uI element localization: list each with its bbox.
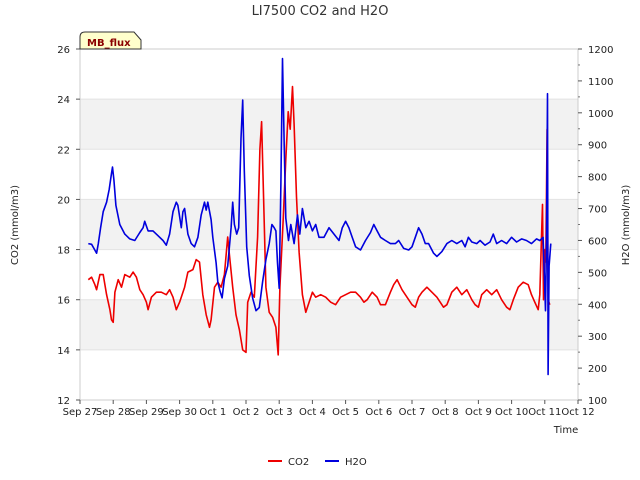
y-right-tick-label: 400: [588, 300, 607, 311]
x-tick-label: Oct 9: [465, 407, 492, 418]
y-left-tick-label: 26: [57, 45, 70, 56]
site-label-background: [79, 31, 142, 50]
y-left-axis-ticks: 12 14 16 18 20 22 24 26: [57, 45, 80, 407]
y-right-tick-label: 900: [588, 141, 607, 152]
x-tick-label: Oct 3: [266, 407, 293, 418]
site-label-box: MB_flux: [79, 31, 142, 50]
legend: CO2 H2O: [268, 457, 367, 468]
y-right-tick-label: 1200: [588, 45, 613, 56]
y-left-tick-label: 12: [57, 396, 70, 407]
background-band: [80, 299, 578, 350]
x-tick-label: Oct 2: [233, 407, 260, 418]
y-right-tick-label: 1000: [588, 109, 613, 120]
background-bands: [80, 99, 578, 350]
y-right-axis-ticks: 100 200 300 400 500 600 700 800 900 1000 1100 1200: [578, 45, 613, 407]
x-tick-label: Sep 28: [96, 407, 131, 418]
y-left-tick-label: 24: [57, 95, 70, 106]
y-left-tick-label: 20: [57, 195, 70, 206]
site-label: MB_flux: [87, 38, 131, 49]
x-tick-label: Sep 30: [162, 407, 197, 418]
x-tick-label: Sep 27: [63, 407, 98, 418]
chart-title: LI7500 CO2 and H2O: [252, 4, 389, 19]
x-tick-label: Oct 8: [432, 407, 459, 418]
background-band: [80, 99, 578, 150]
y-left-tick-label: 18: [57, 246, 70, 257]
x-tick-label: Oct 5: [332, 407, 359, 418]
y-right-tick-label: 500: [588, 268, 607, 279]
x-tick-label: Oct 1: [199, 407, 226, 418]
x-tick-label: Oct 6: [365, 407, 392, 418]
x-tick-label: Sep 29: [129, 407, 164, 418]
x-tick-label: Oct 7: [399, 407, 426, 418]
y-left-axis-title: CO2 (mmol/m3): [10, 185, 21, 265]
y-left-tick-label: 22: [57, 145, 70, 156]
y-right-tick-label: 300: [588, 332, 607, 343]
y-right-tick-label: 100: [588, 396, 607, 407]
legend-label-co2: CO2: [288, 457, 309, 468]
y-right-tick-label: 600: [588, 236, 607, 247]
y-right-tick-label: 200: [588, 364, 607, 375]
series-line-co2: [87, 85, 551, 356]
x-tick-label: Oct 10: [495, 407, 528, 418]
y-right-tick-label: 1100: [588, 77, 613, 88]
x-axis-title: Time: [553, 425, 578, 436]
y-left-tick-label: 16: [57, 296, 70, 307]
x-tick-label: Oct 12: [561, 407, 594, 418]
series-line-h2o: [88, 57, 552, 376]
y-right-tick-label: 700: [588, 205, 607, 216]
y-right-axis-title: H2O (mmol/m3): [621, 185, 632, 266]
series-layer: [87, 57, 552, 376]
x-tick-label: Oct 4: [299, 407, 326, 418]
legend-label-h2o: H2O: [345, 457, 367, 468]
x-tick-label: Oct 11: [528, 407, 561, 418]
y-right-tick-label: 800: [588, 173, 607, 184]
y-left-tick-label: 14: [57, 346, 70, 357]
